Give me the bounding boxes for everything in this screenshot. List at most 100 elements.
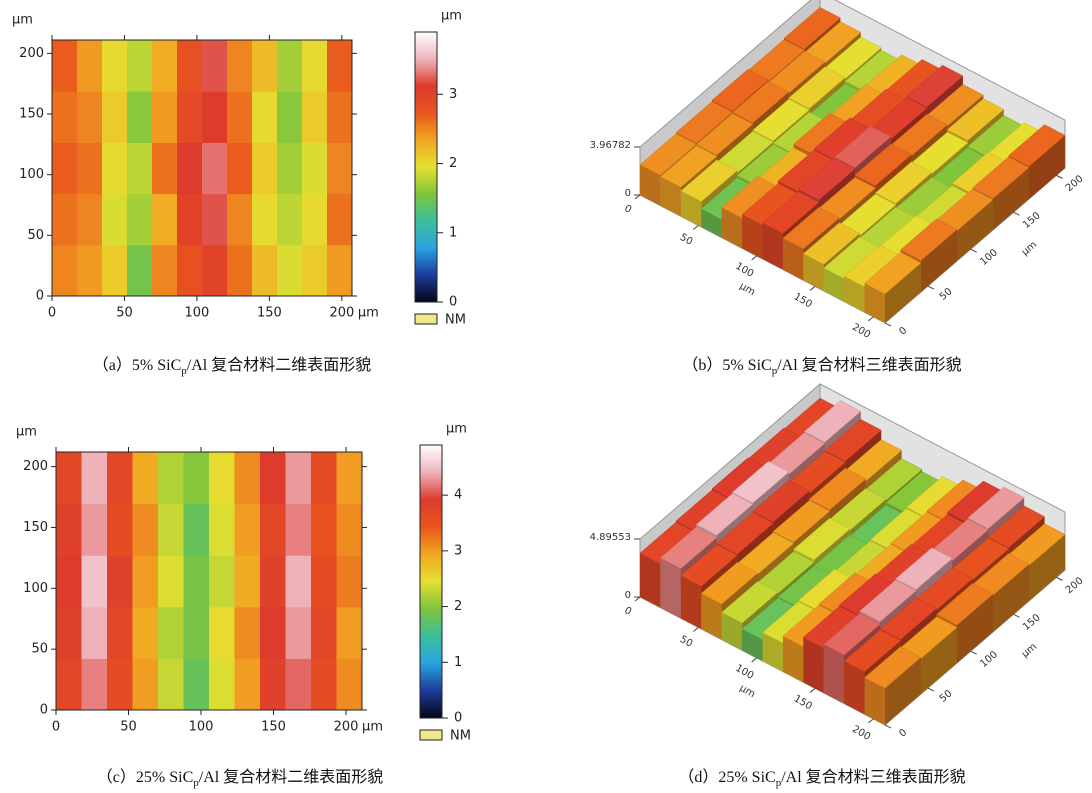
x-tick-label: 0 (48, 306, 56, 321)
caption-text: /Al 复合材料三维表面形貌 (781, 768, 965, 786)
x-axis-label: µm (738, 281, 757, 299)
heat-cell (127, 40, 153, 92)
heat-cell (302, 91, 328, 143)
caption-text: /Al 复合材料三维表面形貌 (777, 356, 961, 374)
x-tick-label: 0 (52, 720, 60, 735)
heat-cell (327, 91, 353, 143)
y-unit: µm (16, 425, 37, 440)
y-tick-label: 150 (19, 107, 44, 122)
caption: （c）25% SiCp/Al 复合材料二维表面形貌 (97, 768, 383, 789)
heat-cell (107, 555, 133, 608)
heat-cell (234, 606, 261, 659)
cell-top (695, 493, 754, 536)
caption-text: （b）5% SiC (682, 356, 771, 374)
x-tick (809, 688, 816, 693)
heat-cell (209, 452, 235, 505)
cell-top (864, 646, 922, 689)
x-tick-label: 100 (189, 720, 214, 735)
heat-cell (56, 503, 82, 556)
z-tick-label: 4.89553 (590, 532, 631, 543)
heat-cell (56, 658, 82, 711)
cell-top (823, 613, 881, 656)
heat-cell (285, 555, 312, 608)
x-tick (634, 194, 641, 200)
heat-cell (183, 452, 210, 505)
cell-top (659, 145, 718, 188)
cell-top (782, 206, 840, 250)
heat-cell (177, 91, 203, 143)
cell-top (752, 98, 810, 142)
cell-top (680, 159, 738, 202)
y-tick-label: 150 (1021, 210, 1043, 231)
cell-top (802, 222, 861, 265)
x-tick (751, 657, 757, 663)
y-tick (884, 724, 892, 729)
cell-top (711, 69, 769, 112)
colorbar-tick-label: 4 (454, 488, 462, 503)
colorbar-tick-label: 3 (454, 543, 462, 558)
cell-side (844, 661, 865, 715)
heat-cell (260, 555, 286, 608)
heat-cell (252, 244, 278, 297)
caption-text: （c）25% SiC (97, 768, 193, 786)
heat-cell (177, 142, 203, 195)
y-tick-label: 50 (27, 228, 44, 243)
surface-cell (864, 646, 922, 725)
z-tick-label: 3.96782 (590, 140, 631, 151)
heat-cell (302, 244, 328, 297)
cell-top (803, 400, 862, 443)
heat-cell (252, 40, 278, 92)
heat-cell (285, 452, 312, 505)
heat-cell (158, 606, 184, 659)
heat-cell (311, 606, 337, 659)
y-tick-label: 50 (31, 642, 48, 657)
nm-swatch (414, 313, 438, 325)
y-tick-label: 150 (1021, 612, 1043, 633)
heat-cell (81, 555, 108, 608)
heat-cell (52, 91, 78, 143)
heat-cell (81, 503, 108, 556)
x-tick-label: 0 (622, 203, 633, 216)
y-tick (1013, 211, 1020, 216)
colorbar-tick-label: 0 (454, 711, 462, 726)
heat-cell (183, 555, 210, 608)
heat-cell (81, 452, 108, 505)
heat-cell (277, 142, 303, 195)
cell-side (957, 594, 993, 663)
heat-cell (77, 40, 103, 92)
cell-top (731, 461, 790, 504)
cell-top (824, 419, 882, 462)
y-tick-label: 0 (897, 325, 909, 338)
heat-cell (102, 91, 128, 143)
cell-top (762, 191, 820, 234)
cell-side (885, 657, 921, 725)
heat-cell (132, 452, 159, 505)
cell-side (823, 268, 845, 302)
cell-top (936, 583, 994, 626)
caption-subscript: p (181, 365, 187, 377)
heat-cell (327, 40, 353, 92)
cell-top (859, 579, 917, 623)
caption-subscript: p (776, 777, 782, 789)
heat-cell (52, 244, 78, 297)
x-tick-label: 200 (329, 306, 354, 321)
heat-cell (327, 193, 353, 246)
cell-side (993, 167, 1029, 230)
cell-side (957, 199, 993, 261)
y-tick-label: 100 (978, 247, 1000, 268)
y-tick-label: 100 (978, 649, 1000, 670)
cell-top (1008, 124, 1066, 167)
cell-top (854, 143, 912, 186)
heat-cell (209, 555, 235, 608)
heat-cell (336, 503, 363, 556)
cell-side (742, 629, 763, 661)
cell-top (752, 480, 810, 523)
heat-cell (227, 40, 253, 92)
heat-cell (77, 193, 103, 246)
colorbar-unit: µm (446, 422, 467, 437)
x-tick-label: 200 (334, 720, 359, 735)
y-tick-label: 50 (938, 688, 955, 705)
x-tick (809, 286, 816, 291)
y-tick (927, 285, 935, 290)
heat-cell (260, 606, 286, 659)
